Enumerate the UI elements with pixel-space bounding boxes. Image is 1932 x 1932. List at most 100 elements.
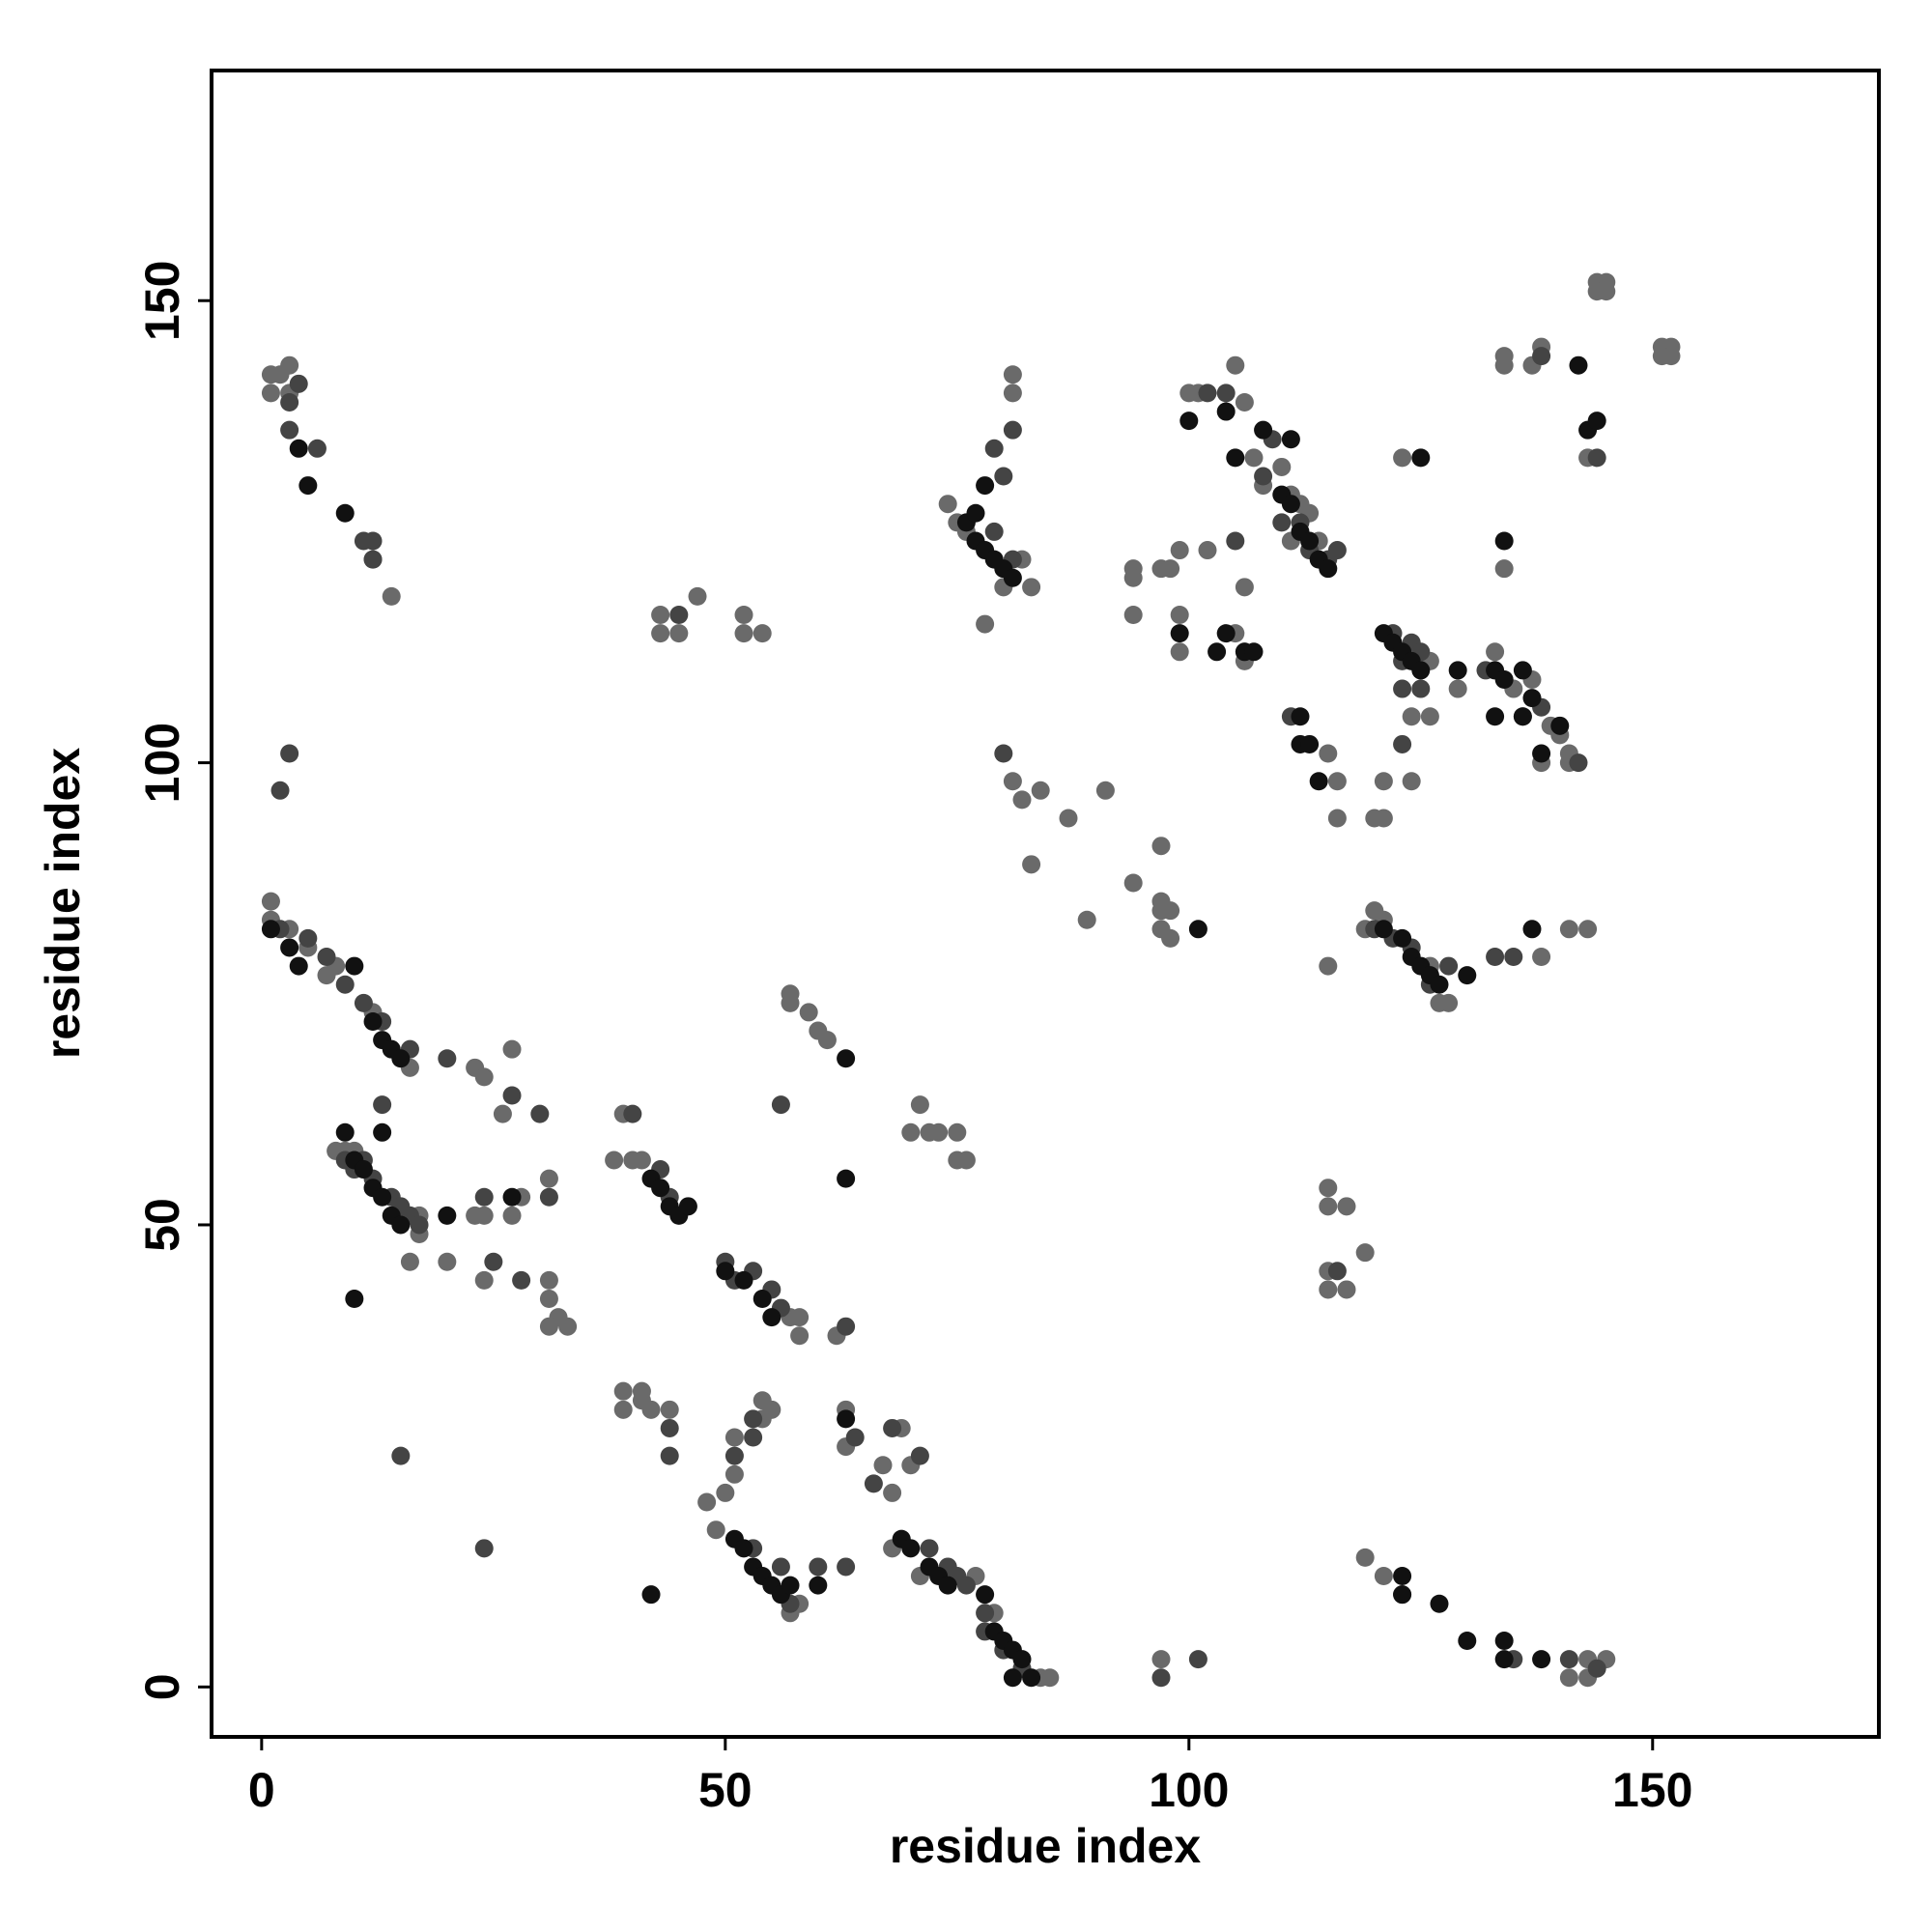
point bbox=[956, 1151, 976, 1170]
point bbox=[1151, 1668, 1171, 1688]
point bbox=[1179, 412, 1199, 431]
point bbox=[734, 1270, 753, 1290]
point bbox=[799, 1003, 818, 1022]
point bbox=[1587, 448, 1606, 468]
point bbox=[1522, 689, 1542, 708]
point bbox=[307, 439, 327, 458]
point bbox=[1486, 642, 1505, 662]
point bbox=[688, 586, 707, 606]
point bbox=[613, 1381, 633, 1401]
point bbox=[1170, 642, 1189, 662]
point bbox=[512, 1270, 531, 1290]
point bbox=[391, 1215, 411, 1235]
point bbox=[623, 1104, 642, 1123]
point bbox=[539, 1290, 558, 1309]
point bbox=[753, 1290, 772, 1309]
point bbox=[1319, 559, 1338, 579]
point bbox=[289, 374, 308, 393]
point bbox=[261, 920, 280, 939]
point bbox=[1216, 624, 1236, 643]
point bbox=[1003, 384, 1022, 403]
point bbox=[1411, 679, 1431, 698]
point bbox=[1486, 948, 1505, 967]
point bbox=[502, 1039, 522, 1059]
point bbox=[1188, 1650, 1208, 1669]
point bbox=[391, 1049, 411, 1068]
point bbox=[1309, 772, 1328, 791]
point bbox=[1374, 809, 1393, 828]
point bbox=[1077, 910, 1096, 929]
point bbox=[1319, 1280, 1338, 1299]
point bbox=[1151, 1650, 1171, 1669]
point bbox=[976, 614, 995, 634]
point bbox=[1319, 956, 1338, 976]
point bbox=[1123, 873, 1143, 893]
point bbox=[539, 1187, 558, 1207]
plot-frame bbox=[210, 69, 1881, 1739]
point bbox=[744, 1428, 763, 1447]
point bbox=[1254, 467, 1273, 486]
point bbox=[363, 550, 383, 569]
point bbox=[1393, 1567, 1412, 1586]
point bbox=[771, 1557, 790, 1577]
point bbox=[1003, 420, 1022, 440]
point bbox=[706, 1520, 725, 1540]
point bbox=[1272, 513, 1292, 532]
point bbox=[280, 744, 299, 763]
point bbox=[716, 1262, 735, 1281]
point bbox=[539, 1317, 558, 1336]
point bbox=[1513, 661, 1532, 680]
point bbox=[1281, 430, 1300, 449]
point bbox=[1569, 355, 1588, 375]
point bbox=[1319, 744, 1338, 763]
point bbox=[1281, 495, 1300, 514]
point bbox=[1059, 809, 1078, 828]
point bbox=[335, 1122, 355, 1142]
point bbox=[363, 1011, 383, 1031]
point bbox=[474, 1187, 494, 1207]
point bbox=[1597, 282, 1616, 301]
point bbox=[1235, 578, 1254, 597]
point bbox=[1355, 1243, 1375, 1263]
point bbox=[1374, 772, 1393, 791]
point bbox=[298, 928, 318, 948]
point bbox=[837, 1409, 856, 1429]
point bbox=[474, 1206, 494, 1225]
point bbox=[837, 1557, 856, 1577]
point bbox=[781, 984, 800, 1004]
point bbox=[1430, 975, 1449, 994]
point bbox=[1226, 355, 1245, 375]
point bbox=[1411, 448, 1431, 468]
point bbox=[1327, 1262, 1347, 1281]
x-axis-title: residue index bbox=[890, 1819, 1202, 1873]
point bbox=[744, 1409, 763, 1429]
point bbox=[1486, 707, 1505, 726]
point bbox=[1494, 1631, 1514, 1650]
point bbox=[373, 1122, 392, 1142]
point bbox=[1244, 642, 1264, 662]
point bbox=[1458, 1631, 1477, 1650]
point bbox=[1458, 966, 1477, 985]
point bbox=[966, 503, 985, 523]
point bbox=[1662, 347, 1681, 366]
point bbox=[1003, 365, 1022, 384]
point bbox=[1513, 707, 1532, 726]
point bbox=[976, 1604, 995, 1623]
point bbox=[1291, 707, 1310, 726]
point bbox=[994, 467, 1013, 486]
point bbox=[669, 606, 689, 625]
point bbox=[1235, 392, 1254, 412]
point bbox=[716, 1483, 735, 1502]
point bbox=[280, 392, 299, 412]
point bbox=[1532, 347, 1551, 366]
point bbox=[1337, 1197, 1356, 1216]
point bbox=[809, 1557, 828, 1577]
point bbox=[280, 355, 299, 375]
point bbox=[1393, 1585, 1412, 1605]
point bbox=[920, 1539, 939, 1558]
point bbox=[280, 420, 299, 440]
point bbox=[724, 1446, 744, 1465]
y-axis-title: residue index bbox=[36, 748, 90, 1060]
point bbox=[669, 624, 689, 643]
point bbox=[1393, 928, 1412, 948]
